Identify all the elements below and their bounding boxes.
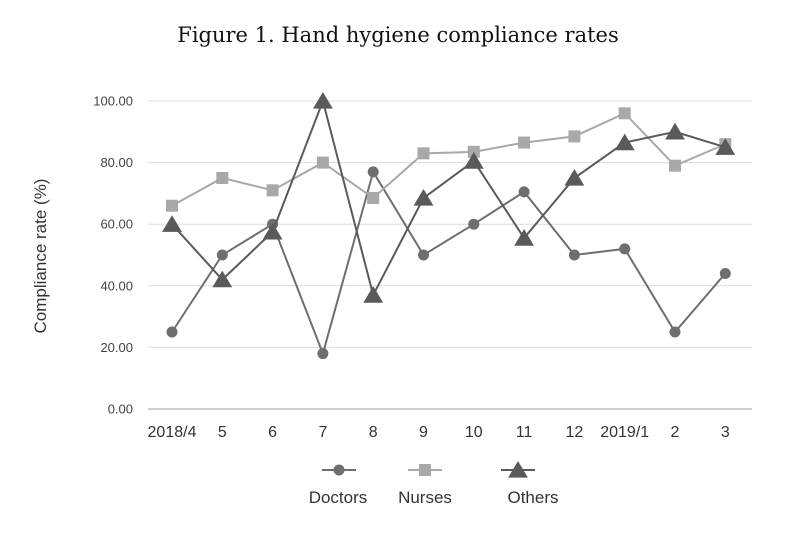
data-point-nurses <box>166 199 178 212</box>
data-point-doctors <box>367 166 379 178</box>
legend-marker-others <box>508 461 528 478</box>
data-point-others <box>313 92 333 109</box>
y-tick-label: 100.00 <box>93 94 133 109</box>
y-tick-label: 80.00 <box>100 155 133 170</box>
x-tick-label: 3 <box>721 424 730 441</box>
x-tick-label: 11 <box>516 424 533 441</box>
x-tick-label: 9 <box>419 424 428 441</box>
data-point-doctors <box>468 218 480 230</box>
legend-label-others: Others <box>507 488 558 507</box>
data-point-nurses <box>367 192 380 205</box>
legend-marker-nurses <box>419 464 431 476</box>
legend-label-nurses: Nurses <box>398 488 452 507</box>
data-point-others <box>262 222 283 240</box>
y-tick-label: 20.00 <box>100 340 133 355</box>
y-tick-label: 60.00 <box>100 217 133 232</box>
data-point-others <box>665 122 685 140</box>
data-point-doctors <box>317 348 329 360</box>
data-point-others <box>564 169 585 186</box>
data-point-doctors <box>669 326 681 338</box>
data-point-nurses <box>417 147 430 160</box>
series-layer <box>162 92 736 360</box>
data-point-doctors <box>518 186 530 198</box>
data-point-nurses <box>467 145 480 158</box>
chart-title: Figure 1. Hand hygiene compliance rates <box>177 23 619 47</box>
series-line-others <box>171 97 726 298</box>
x-axis: 2018/4 5 6 7 8 9 10 11 12 2019/1 2 3 <box>148 424 730 441</box>
x-tick-label: 5 <box>218 424 227 441</box>
x-tick-label: 7 <box>318 424 327 441</box>
x-tick-label: 2018/4 <box>148 424 197 441</box>
series-line-nurses <box>171 112 726 207</box>
data-point-others <box>614 133 635 151</box>
data-point-nurses <box>266 184 279 197</box>
data-point-others <box>162 215 182 232</box>
data-point-nurses <box>618 107 631 120</box>
data-point-nurses <box>216 172 229 184</box>
data-point-doctors <box>166 326 178 338</box>
y-tick-label: 40.00 <box>100 278 133 293</box>
data-point-others <box>514 229 534 246</box>
data-point-doctors <box>216 249 228 261</box>
x-tick-label: 6 <box>268 424 277 441</box>
data-point-doctors <box>418 249 429 261</box>
legend: Doctors Nurses Others <box>309 461 559 507</box>
x-tick-label: 2019/1 <box>600 424 649 441</box>
x-tick-label: 2 <box>671 424 680 441</box>
data-point-others <box>413 189 434 206</box>
y-axis-title: Compliance rate (%) <box>31 179 50 334</box>
data-point-doctors <box>568 249 580 261</box>
data-point-nurses <box>518 136 531 149</box>
data-point-nurses <box>568 130 581 143</box>
series-doctors <box>166 166 731 360</box>
data-point-doctors <box>619 243 631 255</box>
x-tick-label: 8 <box>369 424 378 441</box>
data-point-others <box>715 138 736 155</box>
y-axis: 0.00 20.00 40.00 60.00 80.00 100.00 <box>93 94 133 417</box>
x-tick-label: 10 <box>465 424 483 441</box>
data-point-others <box>463 152 484 169</box>
y-tick-label: 0.00 <box>108 402 133 417</box>
legend-label-doctors: Doctors <box>309 488 368 507</box>
data-point-nurses <box>316 156 329 169</box>
data-point-others <box>363 286 384 303</box>
grid <box>148 100 752 410</box>
legend-marker-doctors <box>333 464 345 476</box>
data-point-nurses <box>669 159 681 172</box>
data-point-others <box>212 270 233 288</box>
x-tick-label: 12 <box>566 424 584 441</box>
series-others <box>162 92 736 303</box>
series-nurses <box>166 107 732 212</box>
data-point-doctors <box>719 267 731 279</box>
series-line-doctors <box>171 169 727 357</box>
